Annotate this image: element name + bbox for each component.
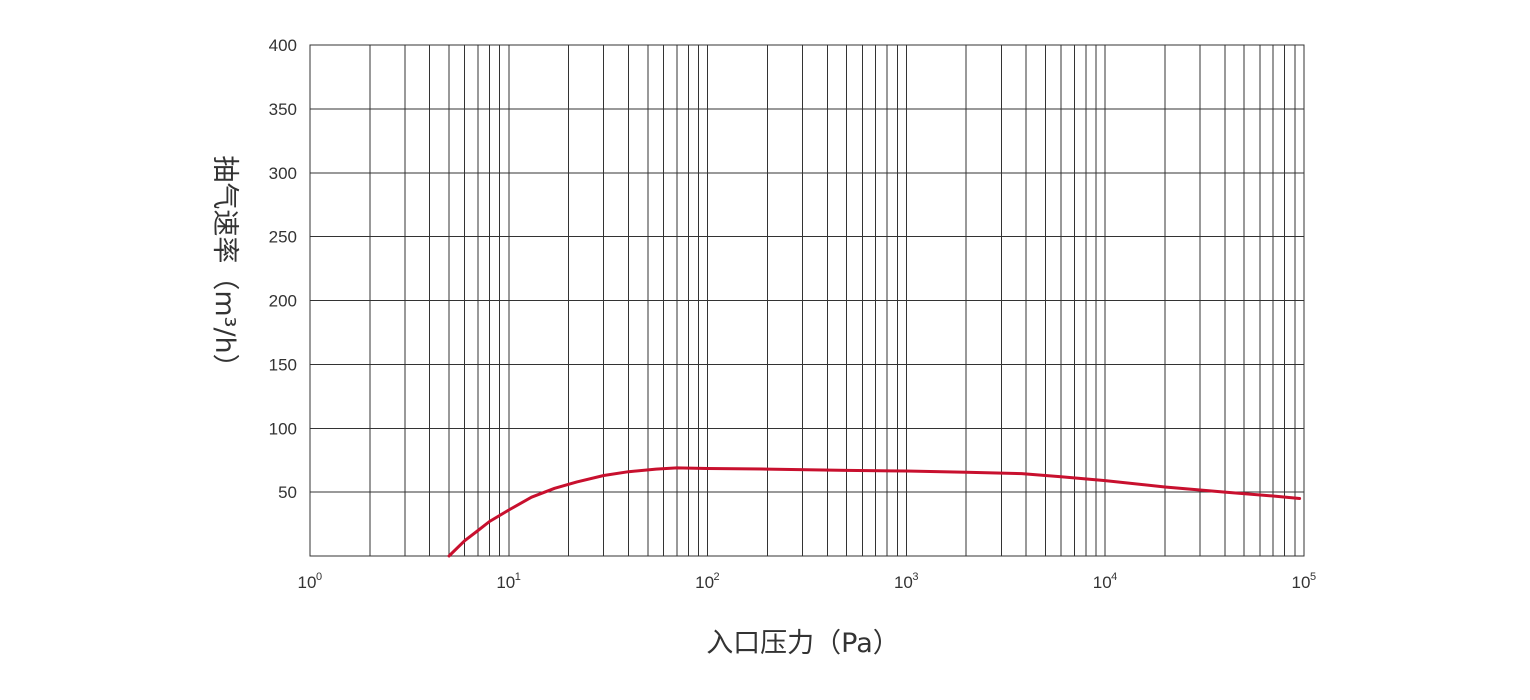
x-tick-label: 10 0 (298, 571, 323, 592)
x-tick-exponent: 1 (515, 571, 521, 583)
x-tick-base: 10 (1292, 573, 1311, 592)
x-tick-labels: 10 0 10 1 10 2 10 3 10 4 10 5 (298, 571, 1317, 592)
x-tick-exponent: 5 (1310, 571, 1316, 583)
x-tick-exponent: 2 (714, 571, 720, 583)
x-tick-label: 10 4 (1093, 571, 1118, 592)
y-tick-label: 400 (269, 36, 297, 55)
x-tick-label: 10 3 (894, 571, 919, 592)
y-axis-title: 抽气速率（m³/h） (209, 155, 240, 380)
y-tick-label: 50 (278, 483, 297, 502)
y-tick-label: 150 (269, 355, 297, 374)
y-tick-label: 300 (269, 164, 297, 183)
x-tick-base: 10 (1093, 573, 1112, 592)
x-tick-exponent: 0 (316, 571, 322, 583)
x-tick-base: 10 (496, 573, 515, 592)
x-axis-title: 入口压力（Pa） (706, 628, 900, 659)
x-tick-label: 10 5 (1292, 571, 1317, 592)
y-tick-label: 200 (269, 292, 297, 311)
y-tick-label: 250 (269, 228, 297, 247)
x-tick-label: 10 2 (695, 571, 720, 592)
pumping-speed-curve (447, 466, 1302, 558)
x-tick-label: 10 1 (496, 571, 521, 592)
y-tick-label: 100 (269, 419, 297, 438)
curve-layer (447, 466, 1302, 558)
x-tick-base: 10 (894, 573, 913, 592)
x-tick-exponent: 3 (912, 571, 918, 583)
x-tick-base: 10 (695, 573, 714, 592)
x-tick-exponent: 4 (1111, 571, 1117, 583)
x-tick-base: 10 (298, 573, 317, 592)
y-tick-labels: 50 100 150 200 250 300 350 400 (269, 36, 297, 502)
plot-frame (309, 44, 1305, 557)
grid (310, 44, 1304, 556)
y-tick-label: 350 (269, 100, 297, 119)
